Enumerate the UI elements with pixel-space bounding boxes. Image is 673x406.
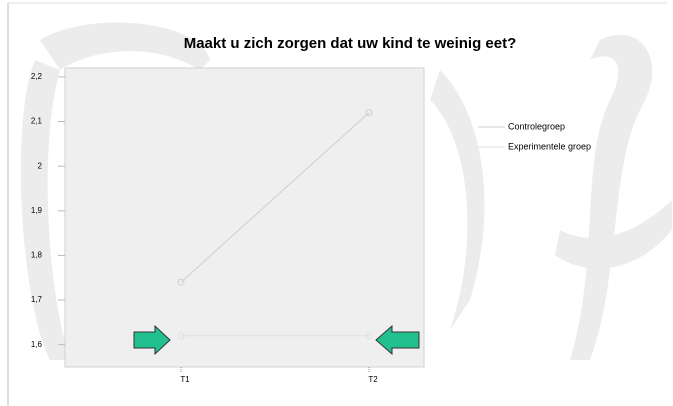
legend-label: Experimentele groep — [508, 141, 591, 151]
data-point — [365, 109, 373, 117]
y-tick-label: 2,2 — [31, 72, 43, 81]
data-point — [365, 332, 373, 340]
x-tick-label: T1 — [180, 375, 190, 384]
x-tick-label: T2 — [368, 375, 378, 384]
legend-label: Controlegroep — [508, 121, 565, 131]
arrow-left — [375, 324, 420, 356]
series-line — [180, 112, 370, 283]
y-tick-label: 1,6 — [31, 340, 43, 349]
arrow-right — [133, 324, 171, 356]
y-tick-label: 2 — [38, 161, 43, 170]
y-tick-label: 1,9 — [31, 206, 43, 215]
plot-area — [64, 67, 425, 368]
y-tick-label: 2,1 — [31, 117, 43, 126]
y-tick-label: 1,8 — [31, 251, 43, 260]
y-tick-label: 1,7 — [31, 295, 43, 304]
chart-title: Maakt u zich zorgen dat uw kind te weini… — [184, 35, 517, 52]
watermark — [20, 22, 672, 361]
data-point — [177, 332, 185, 340]
data-point — [177, 278, 185, 286]
